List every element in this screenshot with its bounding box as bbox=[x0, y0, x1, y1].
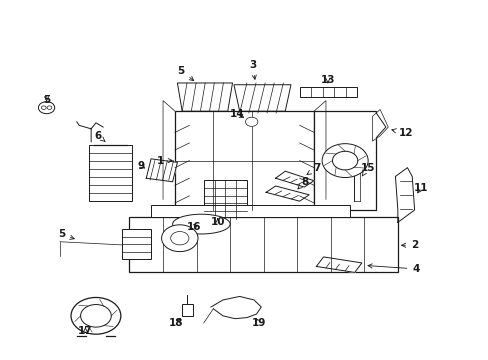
Text: 13: 13 bbox=[320, 75, 334, 85]
Polygon shape bbox=[146, 159, 177, 182]
Text: 12: 12 bbox=[391, 129, 413, 139]
Text: 10: 10 bbox=[210, 217, 224, 227]
Text: 5: 5 bbox=[177, 66, 193, 81]
Text: 17: 17 bbox=[78, 326, 93, 336]
Text: 4: 4 bbox=[367, 264, 419, 274]
Circle shape bbox=[332, 151, 357, 170]
Text: 9: 9 bbox=[138, 161, 145, 171]
Bar bbox=[299, 86, 356, 97]
Circle shape bbox=[245, 117, 257, 126]
Text: 2: 2 bbox=[401, 240, 417, 250]
Circle shape bbox=[47, 106, 52, 109]
Bar bbox=[122, 229, 151, 259]
Text: 5: 5 bbox=[58, 229, 74, 239]
Polygon shape bbox=[395, 168, 414, 222]
Text: 3: 3 bbox=[248, 60, 256, 79]
Text: 11: 11 bbox=[413, 183, 427, 193]
Polygon shape bbox=[372, 109, 387, 141]
Text: 16: 16 bbox=[186, 221, 201, 231]
Circle shape bbox=[41, 106, 46, 109]
Ellipse shape bbox=[172, 214, 230, 234]
Polygon shape bbox=[233, 85, 290, 111]
Text: 8: 8 bbox=[297, 177, 308, 189]
Polygon shape bbox=[265, 186, 308, 201]
Polygon shape bbox=[316, 257, 361, 273]
Bar bbox=[151, 205, 349, 217]
Circle shape bbox=[322, 144, 367, 177]
Text: 5: 5 bbox=[43, 95, 50, 105]
Text: 19: 19 bbox=[251, 318, 265, 328]
Bar bbox=[203, 180, 246, 219]
Bar bbox=[182, 304, 192, 316]
Polygon shape bbox=[275, 171, 313, 187]
Circle shape bbox=[170, 231, 188, 245]
Polygon shape bbox=[177, 83, 232, 111]
Circle shape bbox=[161, 225, 198, 252]
Text: 15: 15 bbox=[360, 163, 374, 176]
Bar bbox=[175, 111, 313, 210]
Bar bbox=[129, 217, 397, 272]
Bar bbox=[89, 145, 132, 201]
Text: 6: 6 bbox=[95, 131, 105, 141]
Bar bbox=[313, 111, 376, 210]
Circle shape bbox=[71, 297, 121, 334]
Circle shape bbox=[81, 305, 111, 327]
Text: 7: 7 bbox=[306, 163, 320, 175]
Text: 14: 14 bbox=[229, 109, 244, 119]
Text: 1: 1 bbox=[157, 156, 172, 166]
Circle shape bbox=[39, 102, 55, 114]
Text: 18: 18 bbox=[169, 318, 183, 328]
